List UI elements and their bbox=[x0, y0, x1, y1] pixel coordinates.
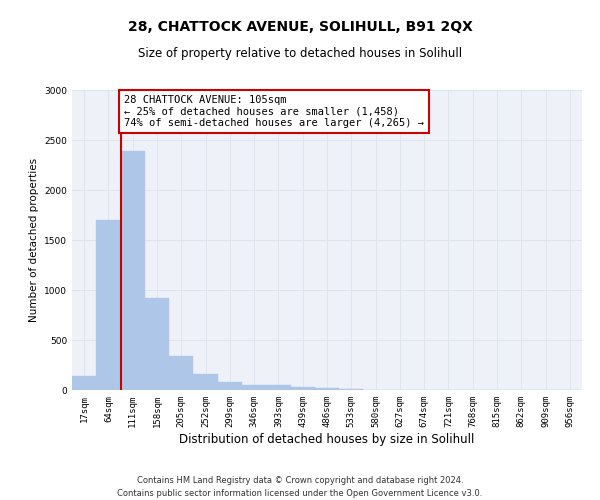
Text: 28, CHATTOCK AVENUE, SOLIHULL, B91 2QX: 28, CHATTOCK AVENUE, SOLIHULL, B91 2QX bbox=[128, 20, 472, 34]
Bar bbox=[290, 387, 315, 390]
Bar bbox=[218, 382, 242, 390]
Y-axis label: Number of detached properties: Number of detached properties bbox=[29, 158, 38, 322]
Bar bbox=[242, 384, 266, 390]
Bar bbox=[96, 220, 121, 390]
Text: Contains HM Land Registry data © Crown copyright and database right 2024.
Contai: Contains HM Land Registry data © Crown c… bbox=[118, 476, 482, 498]
Bar bbox=[72, 376, 96, 390]
Bar bbox=[315, 388, 339, 390]
Bar bbox=[266, 385, 290, 390]
Text: Size of property relative to detached houses in Solihull: Size of property relative to detached ho… bbox=[138, 48, 462, 60]
Text: 28 CHATTOCK AVENUE: 105sqm
← 25% of detached houses are smaller (1,458)
74% of s: 28 CHATTOCK AVENUE: 105sqm ← 25% of deta… bbox=[124, 95, 424, 128]
X-axis label: Distribution of detached houses by size in Solihull: Distribution of detached houses by size … bbox=[179, 432, 475, 446]
Bar bbox=[145, 298, 169, 390]
Bar bbox=[339, 389, 364, 390]
Bar bbox=[121, 151, 145, 390]
Bar bbox=[169, 356, 193, 390]
Bar bbox=[193, 374, 218, 390]
